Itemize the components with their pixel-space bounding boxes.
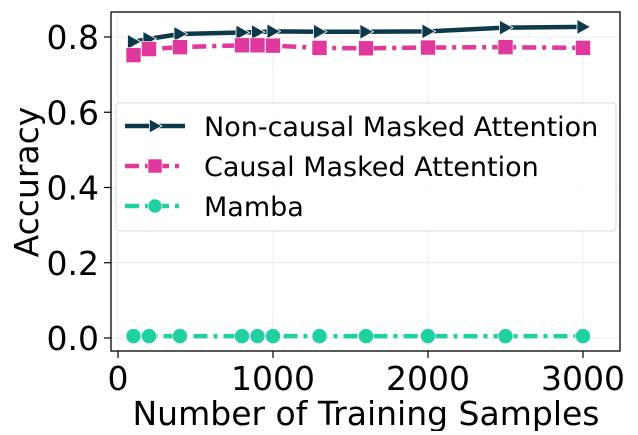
- legend-label: Mamba: [204, 192, 304, 223]
- legend-item: Causal Masked Attention: [125, 152, 539, 183]
- y-axis: 0.0 0.2 0.4 0.6 0.8: [47, 18, 111, 358]
- legend-box: [115, 102, 617, 232]
- marker-square: [234, 37, 250, 54]
- series-causal-masked-attention: [125, 37, 591, 63]
- x-tick-label: 3000: [541, 359, 625, 398]
- marker-square: [420, 39, 436, 56]
- marker-circle: [265, 328, 281, 344]
- series-non-causal-masked-attention: [127, 18, 592, 51]
- marker-square: [125, 47, 142, 63]
- y-tick-label: 0.8: [47, 18, 99, 57]
- x-tick-label: 1000: [231, 359, 315, 398]
- marker-triangle: [499, 19, 514, 36]
- series-mamba: [125, 328, 591, 344]
- marker-triangle: [148, 118, 163, 134]
- x-tick-label: 0: [108, 359, 129, 398]
- marker-triangle: [266, 23, 282, 40]
- marker-circle: [575, 328, 591, 344]
- marker-circle: [420, 328, 436, 344]
- marker-circle: [147, 198, 163, 214]
- marker-circle: [249, 328, 266, 344]
- marker-circle: [141, 328, 157, 344]
- marker-circle: [172, 328, 188, 344]
- y-tick-label: 0.2: [47, 244, 99, 283]
- x-tick-label: 2000: [386, 359, 470, 398]
- marker-square: [141, 41, 157, 57]
- x-axis: 0 1000 2000 3000: [108, 351, 625, 398]
- marker-triangle: [576, 18, 592, 36]
- legend-label: Non-causal Masked Attention: [204, 112, 598, 143]
- y-axis-label: Accuracy: [7, 107, 46, 258]
- marker-square: [172, 39, 188, 55]
- marker-square: [358, 40, 374, 57]
- series-group: [125, 18, 592, 344]
- marker-square: [575, 40, 591, 56]
- marker-triangle: [421, 23, 437, 40]
- marker-square: [311, 40, 328, 56]
- marker-circle: [234, 328, 250, 344]
- marker-square: [147, 158, 163, 174]
- marker-square: [265, 37, 281, 54]
- marker-triangle: [173, 25, 189, 43]
- marker-circle: [358, 328, 374, 344]
- marker-triangle: [359, 23, 375, 40]
- y-tick-label: 0.0: [47, 319, 99, 358]
- marker-triangle: [251, 23, 266, 41]
- marker-triangle: [235, 24, 251, 41]
- marker-square: [249, 37, 266, 54]
- legend-item: Non-causal Masked Attention: [125, 112, 598, 143]
- x-axis-label: Number of Training Samples: [133, 394, 600, 431]
- legend-item: Mamba: [125, 192, 304, 223]
- marker-circle: [311, 328, 328, 344]
- plot-frame: [110, 11, 621, 352]
- legend: Non-causal Masked Attention Causal Masked…: [115, 102, 617, 232]
- legend-label: Causal Masked Attention: [204, 152, 539, 183]
- marker-square: [497, 39, 514, 55]
- y-tick-label: 0.4: [47, 169, 99, 208]
- y-tick-label: 0.6: [47, 93, 99, 132]
- marker-triangle: [313, 23, 328, 40]
- marker-circle: [125, 328, 142, 344]
- marker-triangle: [127, 33, 142, 51]
- marker-circle: [497, 328, 514, 344]
